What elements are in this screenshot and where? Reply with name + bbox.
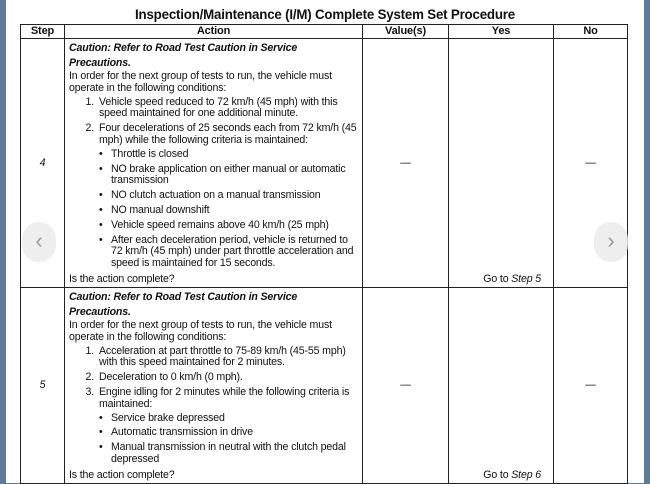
previous-page-button[interactable]: ‹ [22, 222, 56, 262]
item-text: Engine idling for 2 minutes while the fo… [99, 385, 350, 410]
bullet-icon: • [99, 441, 103, 454]
item-text: Four decelerations of 25 seconds each fr… [99, 122, 357, 146]
bullet-text: After each deceleration period, vehicle … [111, 233, 354, 270]
header-no: No [553, 24, 628, 39]
table-row: 5 Caution: Refer to Road Test Caution in… [20, 286, 628, 484]
numbered-item: 3. Engine idling for 2 minutes while the … [69, 385, 358, 411]
bullet-text: NO brake application on either manual or… [111, 162, 346, 187]
bullet-icon: • [99, 189, 103, 202]
bullet-item: • Vehicle speed remains above 40 km/h (25… [99, 218, 358, 232]
numbered-list: 1. Acceleration at part throttle to 75-89… [69, 344, 358, 411]
bullet-icon: • [99, 411, 103, 424]
action-cell: Caution: Refer to Road Test Caution in S… [64, 286, 363, 484]
bullet-item: • NO brake application on either manual o… [99, 162, 358, 188]
item-text: Vehicle speed reduced to 72 km/h (45 mph… [99, 95, 338, 120]
chevron-right-icon: › [607, 228, 615, 253]
bullet-item: • Service brake depressed [99, 411, 358, 425]
step-number: 5 [20, 286, 65, 484]
action-cell: Caution: Refer to Road Test Caution in S… [64, 38, 363, 288]
bullet-item: • NO manual downshift [99, 203, 358, 217]
numbered-item: 1. Vehicle speed reduced to 72 km/h (45 m… [69, 95, 358, 121]
question-text: Is the action complete? [69, 468, 175, 481]
bullet-item: • NO clutch actuation on a manual transmi… [99, 189, 358, 202]
numbered-item: 2. Deceleration to 0 km/h (0 mph). [85, 371, 243, 384]
header-value: Value(s) [362, 24, 449, 39]
bullet-item: • Manual transmission in neutral with the… [99, 441, 358, 466]
bullet-icon: • [99, 233, 103, 246]
intro-text: In order for the next group of tests to … [69, 318, 332, 343]
header-step: Step [20, 24, 65, 39]
bullet-icon: • [99, 147, 103, 160]
bullet-icon: • [99, 162, 103, 175]
bullet-icon: • [99, 426, 103, 439]
bullet-text: Automatic transmission in drive [111, 426, 253, 439]
procedure-table: Step Action Value(s) Yes No 4 Caution: R… [20, 24, 628, 484]
item-text: Deceleration to 0 km/h (0 mph). [99, 371, 243, 384]
numbered-item: 1. Acceleration at part throttle to 75-89… [69, 344, 358, 370]
step-link[interactable]: Step 5 [511, 272, 541, 285]
bullet-icon: • [99, 218, 103, 231]
bullet-icon: • [99, 203, 103, 216]
bullet-text: NO clutch actuation on a manual transmis… [111, 189, 321, 202]
caution-text: Caution: Refer to Road Test Caution in S… [69, 290, 298, 318]
header-action: Action [64, 24, 363, 39]
bullet-item: • Throttle is closed [99, 147, 358, 161]
bullet-item: • Automatic transmission in drive [99, 427, 358, 439]
bullet-text: NO manual downshift [111, 203, 210, 216]
value-cell: — [362, 38, 449, 288]
page-title: Inspection/Maintenance (I/M) Complete Sy… [135, 6, 515, 22]
value-cell: — [362, 286, 449, 484]
bullet-text: Manual transmission in neutral with the … [111, 441, 346, 465]
bullet-text: Vehicle speed remains above 40 km/h (25 … [111, 218, 329, 231]
next-page-button[interactable]: › [594, 222, 628, 262]
item-text: Acceleration at part throttle to 75-89 k… [99, 344, 346, 369]
table-header-row: Step Action Value(s) Yes No [20, 24, 628, 39]
step-link[interactable]: Step 6 [511, 468, 541, 481]
yes-cell: Go to Step 6 [448, 286, 554, 484]
caution-text: Caution: Refer to Road Test Caution in S… [69, 42, 298, 69]
bullet-list: • Service brake depressed • Automatic trans… [99, 411, 358, 466]
bullet-text: Throttle is closed [111, 147, 189, 160]
bullet-item: • After each deceleration period, vehicle… [99, 233, 358, 270]
numbered-item: 2. Four decelerations of 25 seconds each … [85, 122, 357, 146]
question-text: Is the action complete? [69, 272, 175, 285]
bullet-list: • Throttle is closed • NO brake application… [99, 147, 358, 270]
no-cell: — [553, 286, 628, 484]
header-yes: Yes [448, 24, 554, 39]
intro-text: In order for the next group of tests to … [69, 70, 332, 94]
numbered-list: 1. Vehicle speed reduced to 72 km/h (45 m… [69, 95, 358, 147]
bullet-text: Service brake depressed [111, 411, 225, 424]
table-row: 4 Caution: Refer to Road Test Caution in… [20, 38, 628, 288]
chevron-left-icon: ‹ [35, 228, 43, 253]
yes-cell: Go to Step 5 [448, 38, 554, 288]
